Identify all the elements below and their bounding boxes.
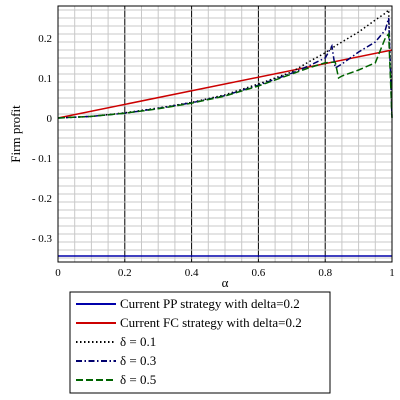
legend-label-1: Current FC strategy with delta=0.2 xyxy=(120,315,302,330)
x-tick-label: 0.8 xyxy=(318,267,332,279)
y-axis-label: Firm profit xyxy=(8,105,23,163)
series-line-4 xyxy=(57,32,393,119)
x-tick-label: 0.4 xyxy=(185,267,199,279)
series-line-3 xyxy=(57,17,393,119)
x-tick-label: 1 xyxy=(389,267,395,279)
x-tick-label: 0.6 xyxy=(252,267,266,279)
y-tick-label: 0 xyxy=(47,113,53,125)
y-tick-label: - 0.3 xyxy=(32,233,53,245)
legend: Current PP strategy with delta=0.2 Curren… xyxy=(69,291,331,394)
legend-label-3: δ = 0.3 xyxy=(120,353,156,368)
grid xyxy=(57,6,393,262)
y-tick-label: - 0.1 xyxy=(32,153,52,165)
legend-label-2: δ = 0.1 xyxy=(120,334,156,349)
y-tick-label: 0.2 xyxy=(38,33,52,45)
y-tick-label: 0.1 xyxy=(38,73,52,85)
plot-frame xyxy=(57,5,393,263)
legend-label-0: Current PP strategy with delta=0.2 xyxy=(120,296,300,311)
series-line-1 xyxy=(57,49,393,119)
legend-label-4: δ = 0.5 xyxy=(120,372,156,387)
x-tick-label: 0.2 xyxy=(118,267,132,279)
y-tick-label: - 0.2 xyxy=(32,193,52,205)
x-tick-label: 0 xyxy=(55,267,61,279)
series-lines xyxy=(57,8,393,257)
x-axis-label: α xyxy=(222,275,229,290)
tick-labels: 0 0.2 0.4 0.6 0.8 1 - 0.3 - 0.2 - 0.1 0 0.1 0.2 xyxy=(32,33,395,279)
